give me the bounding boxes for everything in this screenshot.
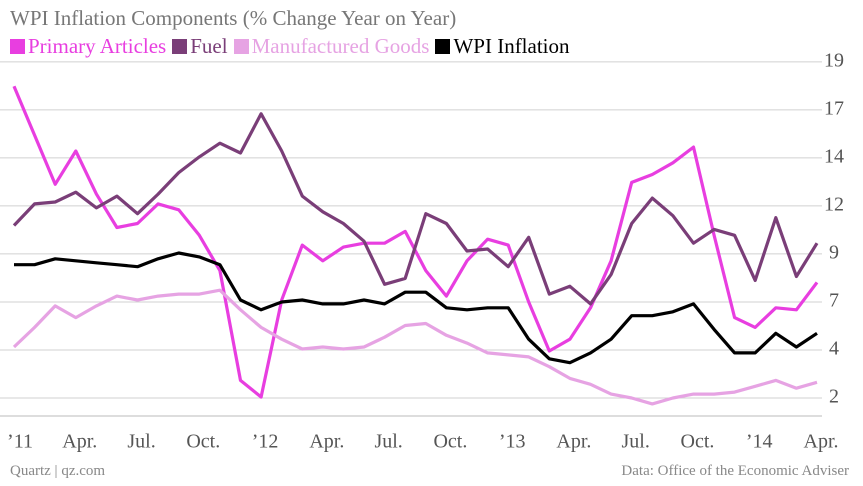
x-tick-label: Oct. (186, 431, 220, 453)
x-tick-label: ’13 (499, 431, 526, 453)
legend-item: Manufactured Goods (233, 34, 430, 59)
legend: Primary Articles Fuel Manufactured Goods WP… (10, 34, 576, 59)
legend-swatch (233, 39, 249, 54)
y-tick-label: 12 (824, 193, 844, 215)
x-tick-label: Jul. (127, 431, 155, 453)
legend-item: Fuel (172, 34, 228, 59)
legend-item: WPI Inflation (435, 34, 570, 59)
y-tick-label: 17 (824, 97, 844, 119)
x-tick-label: Jul. (622, 431, 650, 453)
x-tick-label: ’14 (746, 431, 773, 453)
legend-label: Fuel (190, 34, 228, 58)
series-line (12, 288, 818, 406)
x-tick-label: Apr. (556, 431, 591, 453)
y-tick-label: 7 (829, 290, 839, 312)
x-tick-label: Apr. (62, 431, 97, 453)
x-tick-label: ’12 (252, 431, 279, 453)
legend-label: WPI Inflation (453, 34, 570, 58)
y-tick-label: 14 (824, 145, 844, 167)
y-tick-label: 19 (824, 49, 844, 71)
y-tick-label: 4 (829, 338, 839, 360)
source-left: Quartz | qz.com (10, 463, 106, 479)
x-tick-label: Oct. (681, 431, 715, 453)
legend-swatch (172, 39, 188, 54)
legend-swatch (10, 39, 25, 54)
legend-label: Primary Articles (28, 34, 167, 58)
series-line (12, 112, 819, 306)
source-right: Data: Office of the Economic Adviser (621, 463, 849, 479)
chart-title: WPI Inflation Components (% Change Year … (10, 6, 457, 30)
y-tick-label: 9 (829, 242, 839, 264)
x-tick-label: ’11 (7, 431, 33, 453)
legend-swatch (435, 39, 451, 54)
legend-label: Manufactured Goods (251, 34, 430, 58)
series-line (14, 251, 818, 365)
y-tick-label: 2 (829, 386, 839, 408)
x-tick-label: Oct. (433, 431, 467, 453)
legend-item: Primary Articles (10, 34, 166, 59)
x-tick-label: Apr. (309, 431, 344, 453)
x-tick-label: Jul. (374, 431, 402, 453)
x-tick-label: Apr. (804, 431, 839, 453)
